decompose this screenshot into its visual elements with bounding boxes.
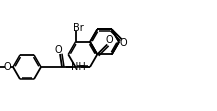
- Text: O: O: [120, 38, 128, 48]
- Text: Br: Br: [73, 23, 84, 33]
- Text: O: O: [105, 35, 113, 45]
- Text: O: O: [54, 45, 62, 55]
- Text: NH: NH: [71, 62, 85, 72]
- Text: O: O: [3, 62, 11, 72]
